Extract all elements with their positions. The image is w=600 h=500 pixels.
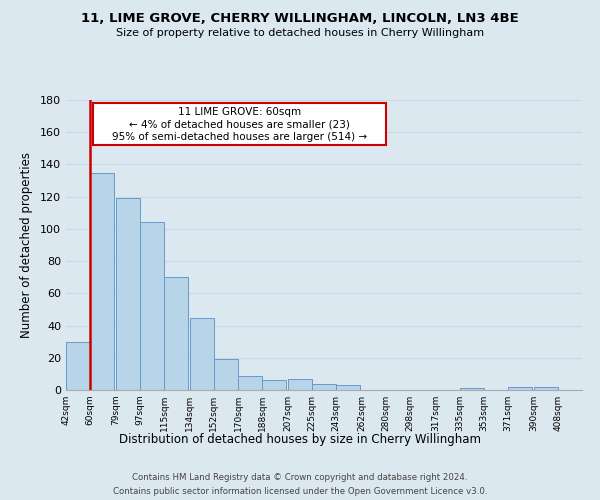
Bar [90,172,115,390]
Bar [460,388,484,390]
Text: Contains HM Land Registry data © Crown copyright and database right 2024.: Contains HM Land Registry data © Crown c… [132,472,468,482]
Bar [116,198,140,390]
Bar [238,376,262,390]
Text: Size of property relative to detached houses in Cherry Willingham: Size of property relative to detached ho… [116,28,484,38]
Bar [214,360,238,390]
Bar [66,342,90,390]
Bar [336,385,360,390]
Bar [312,384,336,390]
Bar [190,318,214,390]
Text: ← 4% of detached houses are smaller (23): ← 4% of detached houses are smaller (23) [129,119,350,129]
Bar [533,387,558,390]
Text: 11, LIME GROVE, CHERRY WILLINGHAM, LINCOLN, LN3 4BE: 11, LIME GROVE, CHERRY WILLINGHAM, LINCO… [81,12,519,26]
Bar [140,222,164,390]
Text: Distribution of detached houses by size in Cherry Willingham: Distribution of detached houses by size … [119,432,481,446]
Bar [508,387,532,390]
Bar [288,378,312,390]
Bar [262,380,286,390]
Y-axis label: Number of detached properties: Number of detached properties [20,152,33,338]
Bar [164,277,188,390]
FancyBboxPatch shape [93,103,386,145]
Text: 95% of semi-detached houses are larger (514) →: 95% of semi-detached houses are larger (… [112,132,367,141]
Text: Contains public sector information licensed under the Open Government Licence v3: Contains public sector information licen… [113,488,487,496]
Text: 11 LIME GROVE: 60sqm: 11 LIME GROVE: 60sqm [178,108,301,118]
